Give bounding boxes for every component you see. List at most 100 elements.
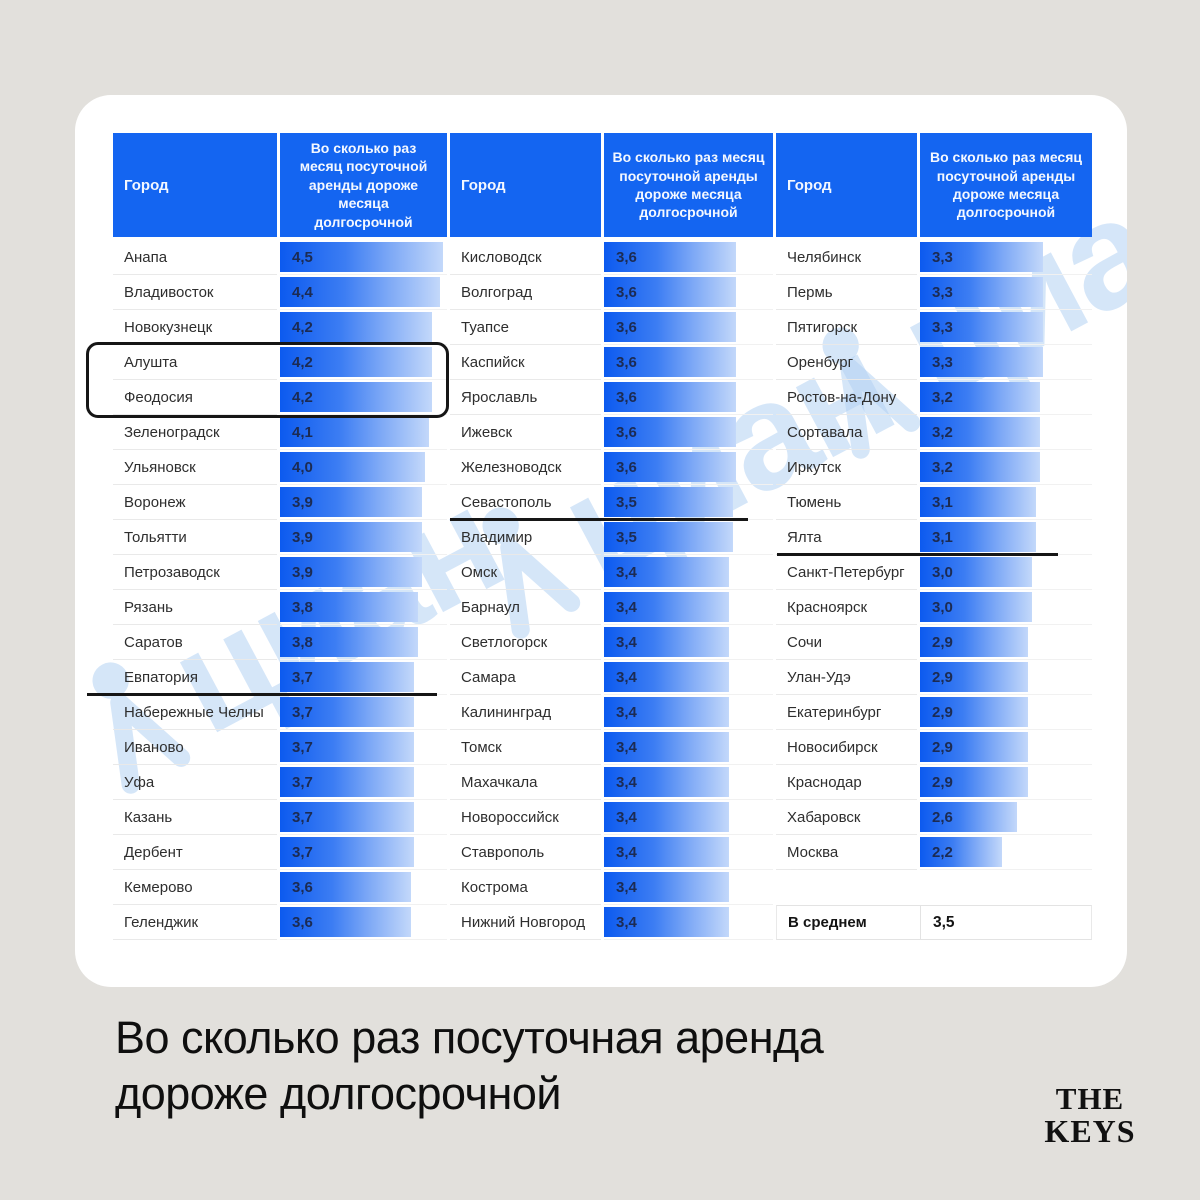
ratio-value: 3,7 xyxy=(292,843,313,861)
logo-line-the: THE xyxy=(1055,1081,1125,1116)
ratio-value: 3,2 xyxy=(932,388,953,406)
ratio-value: 2,6 xyxy=(932,808,953,826)
ratio-bar xyxy=(920,312,1044,342)
ratio-bar xyxy=(280,732,415,762)
value-bar-cell: 4,4 xyxy=(280,275,447,310)
chart-title-line-1: Во сколько раз посуточная аренда xyxy=(115,1012,824,1063)
ratio-value: 4,1 xyxy=(292,423,313,441)
ratio-value: 4,2 xyxy=(292,318,313,336)
ratio-bar xyxy=(920,662,1029,692)
ratio-bar xyxy=(280,452,426,482)
value-bar-cell: 3,6 xyxy=(604,415,773,450)
ratio-bar xyxy=(920,732,1029,762)
ratio-bar xyxy=(920,557,1033,587)
value-bar-cell: 2,9 xyxy=(920,730,1092,765)
value-bar-cell: 3,0 xyxy=(920,590,1092,625)
city-cell: Хабаровск xyxy=(776,800,917,835)
ratio-bar xyxy=(604,767,729,797)
value-bar-cell: 3,4 xyxy=(604,870,773,905)
ratio-bar xyxy=(604,277,737,307)
city-cell: Саратов xyxy=(113,625,277,660)
value-bar-cell: 3,6 xyxy=(604,345,773,380)
ratio-value: 3,5 xyxy=(616,493,637,511)
city-cell: Калининград xyxy=(450,695,601,730)
ratio-value: 3,4 xyxy=(616,808,637,826)
ratio-value: 3,8 xyxy=(292,598,313,616)
rent-ratio-table: Город Во сколько раз месяц посуточной аре… xyxy=(113,133,1092,940)
ratio-bar xyxy=(280,662,415,692)
ratio-bar xyxy=(920,522,1036,552)
ratio-value: 2,9 xyxy=(932,668,953,686)
ratio-value: 3,7 xyxy=(292,773,313,791)
ratio-bar xyxy=(920,382,1040,412)
city-cell: Новосибирск xyxy=(776,730,917,765)
ratio-value: 3,4 xyxy=(616,668,637,686)
ratio-value: 3,9 xyxy=(292,528,313,546)
ratio-value: 4,0 xyxy=(292,458,313,476)
value-bar-cell: 3,3 xyxy=(920,275,1092,310)
value-bar-cell: 3,0 xyxy=(920,555,1092,590)
value-bar-cell: 4,1 xyxy=(280,415,447,450)
ratio-value: 3,4 xyxy=(616,703,637,721)
ratio-bar xyxy=(920,452,1040,482)
city-cell: Пятигорск xyxy=(776,310,917,345)
ratio-bar xyxy=(604,557,729,587)
city-cell: Иваново xyxy=(113,730,277,765)
chart-title: Во сколько раз посуточная аренда дороже … xyxy=(115,1010,824,1122)
city-cell: Геленджик xyxy=(113,905,277,940)
city-cell: Челябинск xyxy=(776,240,917,275)
ratio-bar xyxy=(280,417,429,447)
ratio-bar xyxy=(604,627,729,657)
value-bar-cell: 3,1 xyxy=(920,520,1092,555)
value-bar-cell: 3,7 xyxy=(280,660,447,695)
value-bar-cell: 2,6 xyxy=(920,800,1092,835)
value-bar-cell: 2,9 xyxy=(920,765,1092,800)
city-cell: Кемерово xyxy=(113,870,277,905)
ratio-bar xyxy=(604,662,729,692)
city-cell: Санкт-Петербург xyxy=(776,555,917,590)
value-bar-cell: 3,4 xyxy=(604,800,773,835)
ratio-bar xyxy=(920,627,1029,657)
city-cell: Севастополь xyxy=(450,485,601,520)
column-gap xyxy=(917,905,920,940)
city-cell: Ульяновск xyxy=(113,450,277,485)
ratio-value: 3,4 xyxy=(616,563,637,581)
city-cell: Омск xyxy=(450,555,601,590)
ratio-bar xyxy=(280,242,444,272)
value-bar-cell: 4,2 xyxy=(280,380,447,415)
value-bar-cell: 3,6 xyxy=(604,380,773,415)
ratio-value: 3,5 xyxy=(616,528,637,546)
value-bar-cell: 2,9 xyxy=(920,625,1092,660)
ratio-value: 3,3 xyxy=(932,353,953,371)
city-cell: Казань xyxy=(113,800,277,835)
value-bar-cell: 3,2 xyxy=(920,380,1092,415)
ratio-bar xyxy=(920,837,1003,867)
ratio-value: 3,6 xyxy=(616,353,637,371)
value-bar-cell: 3,7 xyxy=(280,695,447,730)
ratio-bar xyxy=(280,907,411,937)
ratio-bar xyxy=(604,802,729,832)
city-cell: Нижний Новгород xyxy=(450,905,601,940)
city-cell: Пермь xyxy=(776,275,917,310)
ratio-bar xyxy=(280,767,415,797)
ratio-value: 3,4 xyxy=(616,738,637,756)
ratio-bar xyxy=(604,452,737,482)
column-header-ratio: Во сколько раз месяц посуточной аренды д… xyxy=(604,133,773,237)
person-icon xyxy=(822,326,920,459)
ratio-bar xyxy=(604,312,737,342)
city-cell: Сортавала xyxy=(776,415,917,450)
ratio-bar xyxy=(280,872,411,902)
city-cell: Туапсе xyxy=(450,310,601,345)
city-cell: Иркутск xyxy=(776,450,917,485)
ratio-bar xyxy=(280,557,422,587)
value-bar-cell: 4,0 xyxy=(280,450,447,485)
ratio-value: 3,9 xyxy=(292,563,313,581)
city-cell: Дербент xyxy=(113,835,277,870)
value-bar-cell: 3,4 xyxy=(604,765,773,800)
city-cell: Светлогорск xyxy=(450,625,601,660)
cian-watermark: циан xyxy=(75,456,525,812)
city-cell: Тольятти xyxy=(113,520,277,555)
ratio-bar xyxy=(920,277,1044,307)
ratio-bar xyxy=(604,592,729,622)
ratio-bar xyxy=(604,837,729,867)
